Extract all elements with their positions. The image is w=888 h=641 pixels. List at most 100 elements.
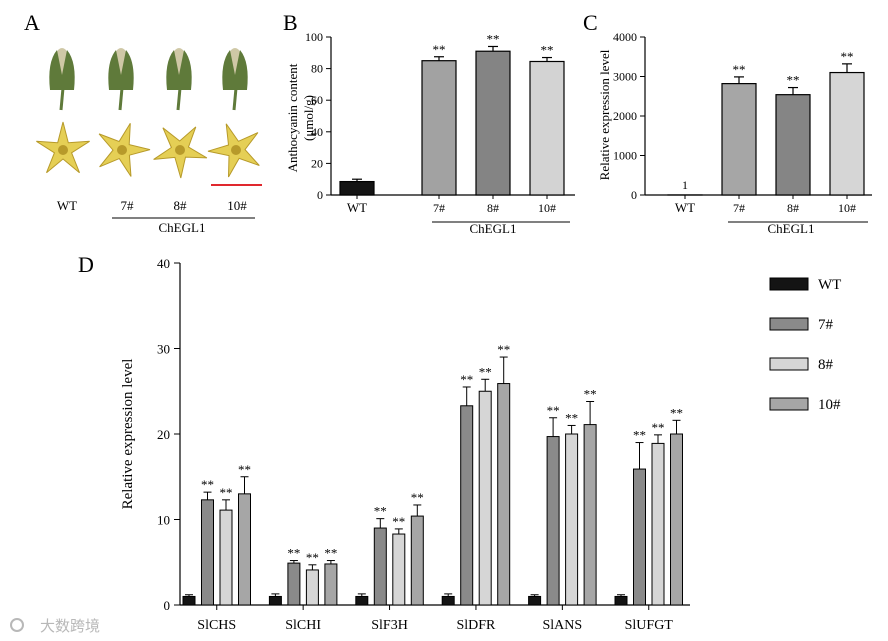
panel-c-ylabel: Relative expression level [597, 49, 612, 180]
chart-d-bar-slf3h-wt [355, 595, 369, 606]
flower-open-4 [207, 123, 260, 178]
chart-b-sig-10: ** [541, 43, 554, 58]
watermark: 大数跨境 [10, 617, 100, 635]
chart-d-xtick-label-slchs: SlCHS [197, 618, 236, 633]
chart-d-bar-slufgt-8 [651, 442, 665, 606]
panel-a-label-wt: WT [57, 198, 77, 213]
chart-d-bar-slans-8 [565, 433, 579, 606]
chart-d-sig: ** [374, 504, 387, 519]
legend-label-8: 8# [818, 357, 834, 373]
chart-d-bar-slufgt-wt [614, 595, 628, 606]
chart-d-bar-sldfr-10 [497, 383, 511, 606]
legend-swatch-8 [769, 357, 809, 371]
panel-b-ylabel-line2: (μmol/g) [301, 95, 316, 141]
chart-b-ytick-label: 40 [311, 125, 323, 139]
flower-bud-1 [49, 48, 75, 111]
flower-open-1 [36, 121, 90, 174]
chart-d-ytick-label: 10 [157, 513, 170, 528]
panel-a: A WT 7# 8# 10# ChEGL1 [24, 10, 262, 235]
chart-b-xtick-label-8: 8# [487, 201, 499, 215]
flower-photos [36, 48, 260, 179]
panel-a-label-10: 10# [227, 198, 247, 213]
chart-c-xtick-label-7: 7# [733, 201, 745, 215]
chart-c-bar-label-wt: 1 [682, 178, 688, 192]
chart-d-bar-slchi-8 [305, 569, 319, 606]
chart-d-sig: ** [460, 372, 473, 387]
chart-c: 0 1000 2000 3000 4000 1 WT ** 7# ** 8# ** 10# [613, 30, 872, 215]
chart-b-sig-8: ** [487, 31, 500, 46]
legend-swatch-wt [769, 277, 809, 291]
chart-d-xtick-label-slans: SlANS [543, 618, 583, 633]
chart-d-sig: ** [547, 403, 560, 418]
chart-d-ytick-label: 20 [157, 427, 170, 442]
chart-d-sig: ** [633, 428, 646, 443]
chart-c-bar-7 [721, 83, 757, 196]
chart-d: 0 10 20 30 40 Relative expression level ** ** **… [120, 256, 690, 633]
chart-b-xtick-label-7: 7# [433, 201, 445, 215]
chart-d-xtick-label-slufgt: SlUFGT [625, 618, 674, 633]
chart-b-bar-wt [339, 180, 375, 196]
chart-c-xtick-label-wt: WT [675, 200, 695, 215]
chart-d-bar-slans-7 [546, 436, 560, 606]
chart-d-bar-slchs-wt [182, 595, 196, 606]
chart-c-sig-8: ** [787, 73, 800, 88]
panel-b-group-label: ChEGL1 [470, 221, 517, 236]
chart-d-bar-slf3h-10 [410, 515, 424, 606]
panel-b-letter: B [283, 10, 298, 35]
chart-d-ylabel: Relative expression level [120, 359, 136, 510]
chart-d-sig: ** [652, 420, 665, 435]
chart-d-xtick-label-slchi: SlCHI [285, 618, 321, 633]
chart-d-bar-slchi-10 [324, 563, 338, 606]
chart-b-ytick-label: 20 [311, 156, 323, 170]
chart-d-sig: ** [324, 546, 337, 561]
chart-b-ytick-label: 80 [311, 62, 323, 76]
chart-c-ytick-label: 4000 [613, 30, 637, 44]
legend-label-10: 10# [818, 397, 841, 413]
panel-c-group-label: ChEGL1 [768, 221, 815, 236]
chart-d-sig: ** [411, 490, 424, 505]
flower-open-2 [98, 123, 151, 177]
chart-d-sig: ** [392, 514, 405, 529]
panel-d: D 0 10 20 30 40 Relative expression level ** **… [78, 252, 841, 633]
chart-d-xtick-label-sldfr: SlDFR [456, 618, 496, 633]
chart-c-bar-10 [829, 71, 865, 196]
chart-d-bar-slufgt-7 [633, 468, 646, 606]
chart-d-bar-slchs-8 [219, 509, 233, 606]
chart-b-xtick-label-10: 10# [538, 201, 556, 215]
chart-b-xtick-label-wt: WT [347, 200, 367, 215]
flower-bud-4 [222, 48, 248, 111]
panel-a-group-label: ChEGL1 [159, 220, 206, 235]
chart-c-xtick-label-10: 10# [838, 201, 856, 215]
legend-label-7: 7# [818, 317, 834, 333]
chart-b: 0 20 40 60 80 100 WT ** 7# ** 8# ** 10# [305, 30, 575, 215]
chart-d-sig: ** [287, 546, 300, 561]
chart-d-bar-slans-wt [528, 595, 542, 606]
panel-b-ylabel-line1: Anthocyanin content [285, 63, 300, 172]
chart-d-bar-slufgt-10 [670, 433, 683, 606]
watermark-text: 大数跨境 [40, 617, 100, 635]
chart-d-bar-sldfr-wt [441, 595, 455, 606]
chart-d-ytick-label: 40 [157, 256, 170, 271]
chart-c-xtick-label-8: 8# [787, 201, 799, 215]
chart-b-sig-7: ** [433, 42, 446, 57]
chart-d-bar-slf3h-8 [392, 533, 406, 606]
flower-bud-3 [166, 48, 192, 111]
chart-d-sig: ** [584, 387, 597, 402]
flower-bud-2 [108, 48, 134, 111]
flower-open-3 [153, 126, 208, 179]
panel-a-label-7: 7# [121, 198, 135, 213]
chart-d-bar-slf3h-7 [373, 527, 387, 606]
chart-c-bar-8 [775, 94, 811, 196]
chart-d-sig: ** [238, 462, 251, 477]
chart-b-ytick-label: 0 [317, 188, 323, 202]
watermark-logo-icon [10, 618, 24, 632]
chart-b-ytick-label: 100 [305, 30, 323, 44]
chart-d-sig: ** [306, 550, 319, 565]
chart-b-bar-8 [475, 50, 511, 196]
chart-d-sig: ** [220, 485, 233, 500]
panel-b: B Anthocyanin content (μmol/g) 0 20 40 60 80… [283, 10, 575, 236]
panel-d-letter: D [78, 252, 94, 277]
chart-c-sig-7: ** [733, 62, 746, 77]
chart-d-sig: ** [497, 342, 510, 357]
